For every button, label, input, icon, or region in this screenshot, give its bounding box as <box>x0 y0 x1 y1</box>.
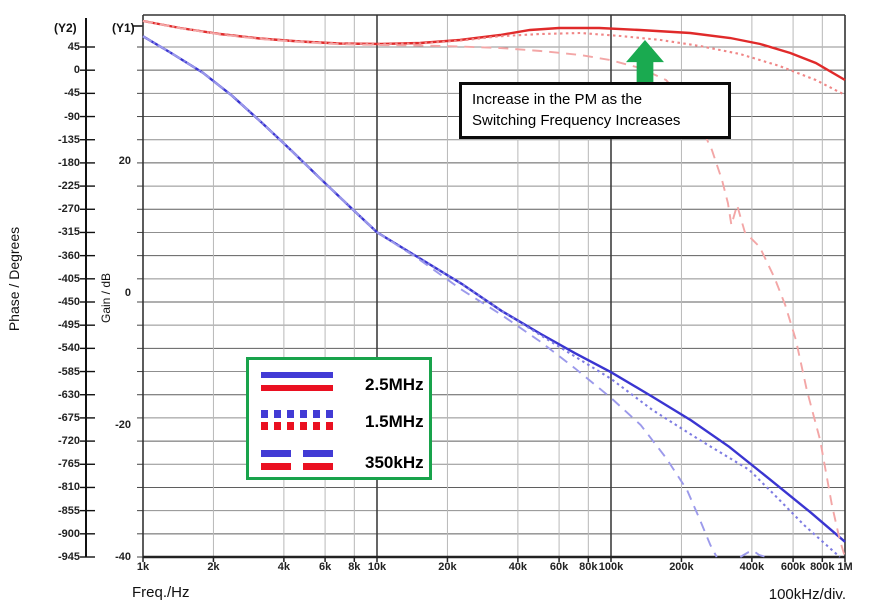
phase-tick-label: -810 <box>57 481 80 494</box>
phase-tick-label: -720 <box>57 435 80 448</box>
red-solid-line-swatch <box>261 385 333 391</box>
phase-tick-label: 0 <box>73 64 80 77</box>
freq-tick-label: 200k <box>669 561 694 573</box>
freq-tick-label: 6k <box>318 561 332 573</box>
blue-dashed-line-swatch <box>261 450 333 457</box>
phase-tick-label: -45 <box>64 87 80 100</box>
gain-tick-label: -40 <box>115 551 131 563</box>
pm-annotation-box: Increase in the PM as the Switching Freq… <box>459 82 731 140</box>
freq-axis-title: Freq./Hz <box>132 584 190 601</box>
freq-tick-label: 80k <box>579 561 598 573</box>
y1-axis-tag: (Y1) <box>112 21 135 35</box>
phase-tick-label: 45 <box>67 41 80 53</box>
legend-label: 1.5MHz <box>365 412 424 431</box>
legend-label: 2.5MHz <box>365 375 424 394</box>
phase-tick-label: -450 <box>57 296 80 308</box>
freq-tick-label: 60k <box>549 561 569 573</box>
freq-tick-label: 600k <box>780 561 806 573</box>
curve-phase-1.5mhz <box>142 19 846 96</box>
freq-tick-label: 1M <box>837 561 853 573</box>
phase-tick-label: -855 <box>57 504 80 517</box>
freq-tick-label: 20k <box>438 561 457 573</box>
freq-per-div-note: 100kHz/div. <box>768 586 846 603</box>
y2-axis-tag: (Y2) <box>54 21 77 35</box>
pm-annotation-line2: Switching Frequency Increases <box>472 111 681 129</box>
phase-tick-label: -315 <box>57 226 80 239</box>
pm-annotation-line1: Increase in the PM as the <box>472 91 643 108</box>
gain-tick-label: 20 <box>118 155 131 167</box>
phase-tick-label: -90 <box>64 110 80 123</box>
freq-tick-label: 1k <box>136 561 150 573</box>
red-dotted-line-swatch <box>261 422 333 430</box>
freq-tick-label: 8k <box>348 561 361 573</box>
phase-tick-label: -540 <box>57 342 80 355</box>
phase-tick-label: -900 <box>57 527 80 540</box>
phase-tick-label: -765 <box>57 458 80 471</box>
phase-tick-label: -630 <box>57 388 80 401</box>
phase-tick-label: -225 <box>57 180 80 193</box>
curve-gain-350khz <box>142 35 767 558</box>
phase-tick-label: -135 <box>57 133 80 146</box>
legend-box: 2.5MHz 1.5MHz 350kHz <box>246 357 432 480</box>
red-dashed-line-swatch <box>261 463 333 470</box>
freq-tick-label: 4k <box>277 561 290 573</box>
phase-tick-label: -495 <box>57 319 80 332</box>
gain-tick-label: 0 <box>124 287 131 299</box>
phase-tick-label: -945 <box>57 551 80 563</box>
phase-tick-label: -270 <box>57 203 80 216</box>
freq-tick-label: 40k <box>508 561 528 573</box>
freq-tick-label: 2k <box>207 561 220 573</box>
curve-phase-2.5mhz <box>142 19 846 82</box>
phase-tick-label: -360 <box>57 249 80 262</box>
phase-tick-label: -405 <box>57 272 80 285</box>
blue-dotted-line-swatch <box>261 410 333 418</box>
gain-tick-label: -20 <box>115 419 131 431</box>
freq-tick-label: 100k <box>598 561 624 573</box>
phase-axis-title: Phase / Degrees <box>6 226 22 332</box>
freq-tick-label: 800k <box>810 561 835 573</box>
legend-label: 350kHz <box>365 453 424 472</box>
blue-solid-line-swatch <box>261 372 333 378</box>
phase-tick-label: -180 <box>57 156 80 169</box>
freq-tick-label: 10k <box>367 561 387 573</box>
freq-tick-label: 400k <box>739 561 765 573</box>
phase-tick-label: -675 <box>57 411 80 424</box>
phase-tick-label: -585 <box>57 365 80 378</box>
